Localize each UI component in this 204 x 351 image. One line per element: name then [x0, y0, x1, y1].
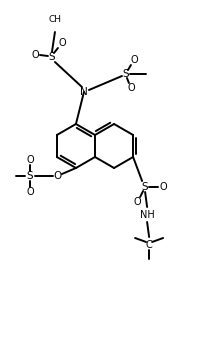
Text: O: O — [126, 83, 134, 93]
Text: CH: CH — [48, 15, 61, 25]
Text: O: O — [58, 38, 65, 48]
Text: S: S — [141, 182, 148, 192]
Text: O: O — [31, 50, 39, 60]
Text: O: O — [26, 155, 34, 165]
Text: O: O — [133, 197, 140, 207]
Text: S: S — [48, 52, 55, 62]
Text: N: N — [80, 87, 87, 97]
Text: NH: NH — [139, 210, 154, 220]
Text: O: O — [130, 55, 137, 65]
Text: C: C — [145, 240, 152, 250]
Text: S: S — [122, 69, 129, 79]
Text: O: O — [26, 187, 34, 197]
Text: S: S — [27, 171, 33, 181]
Text: O: O — [159, 182, 166, 192]
Text: O: O — [54, 171, 62, 181]
